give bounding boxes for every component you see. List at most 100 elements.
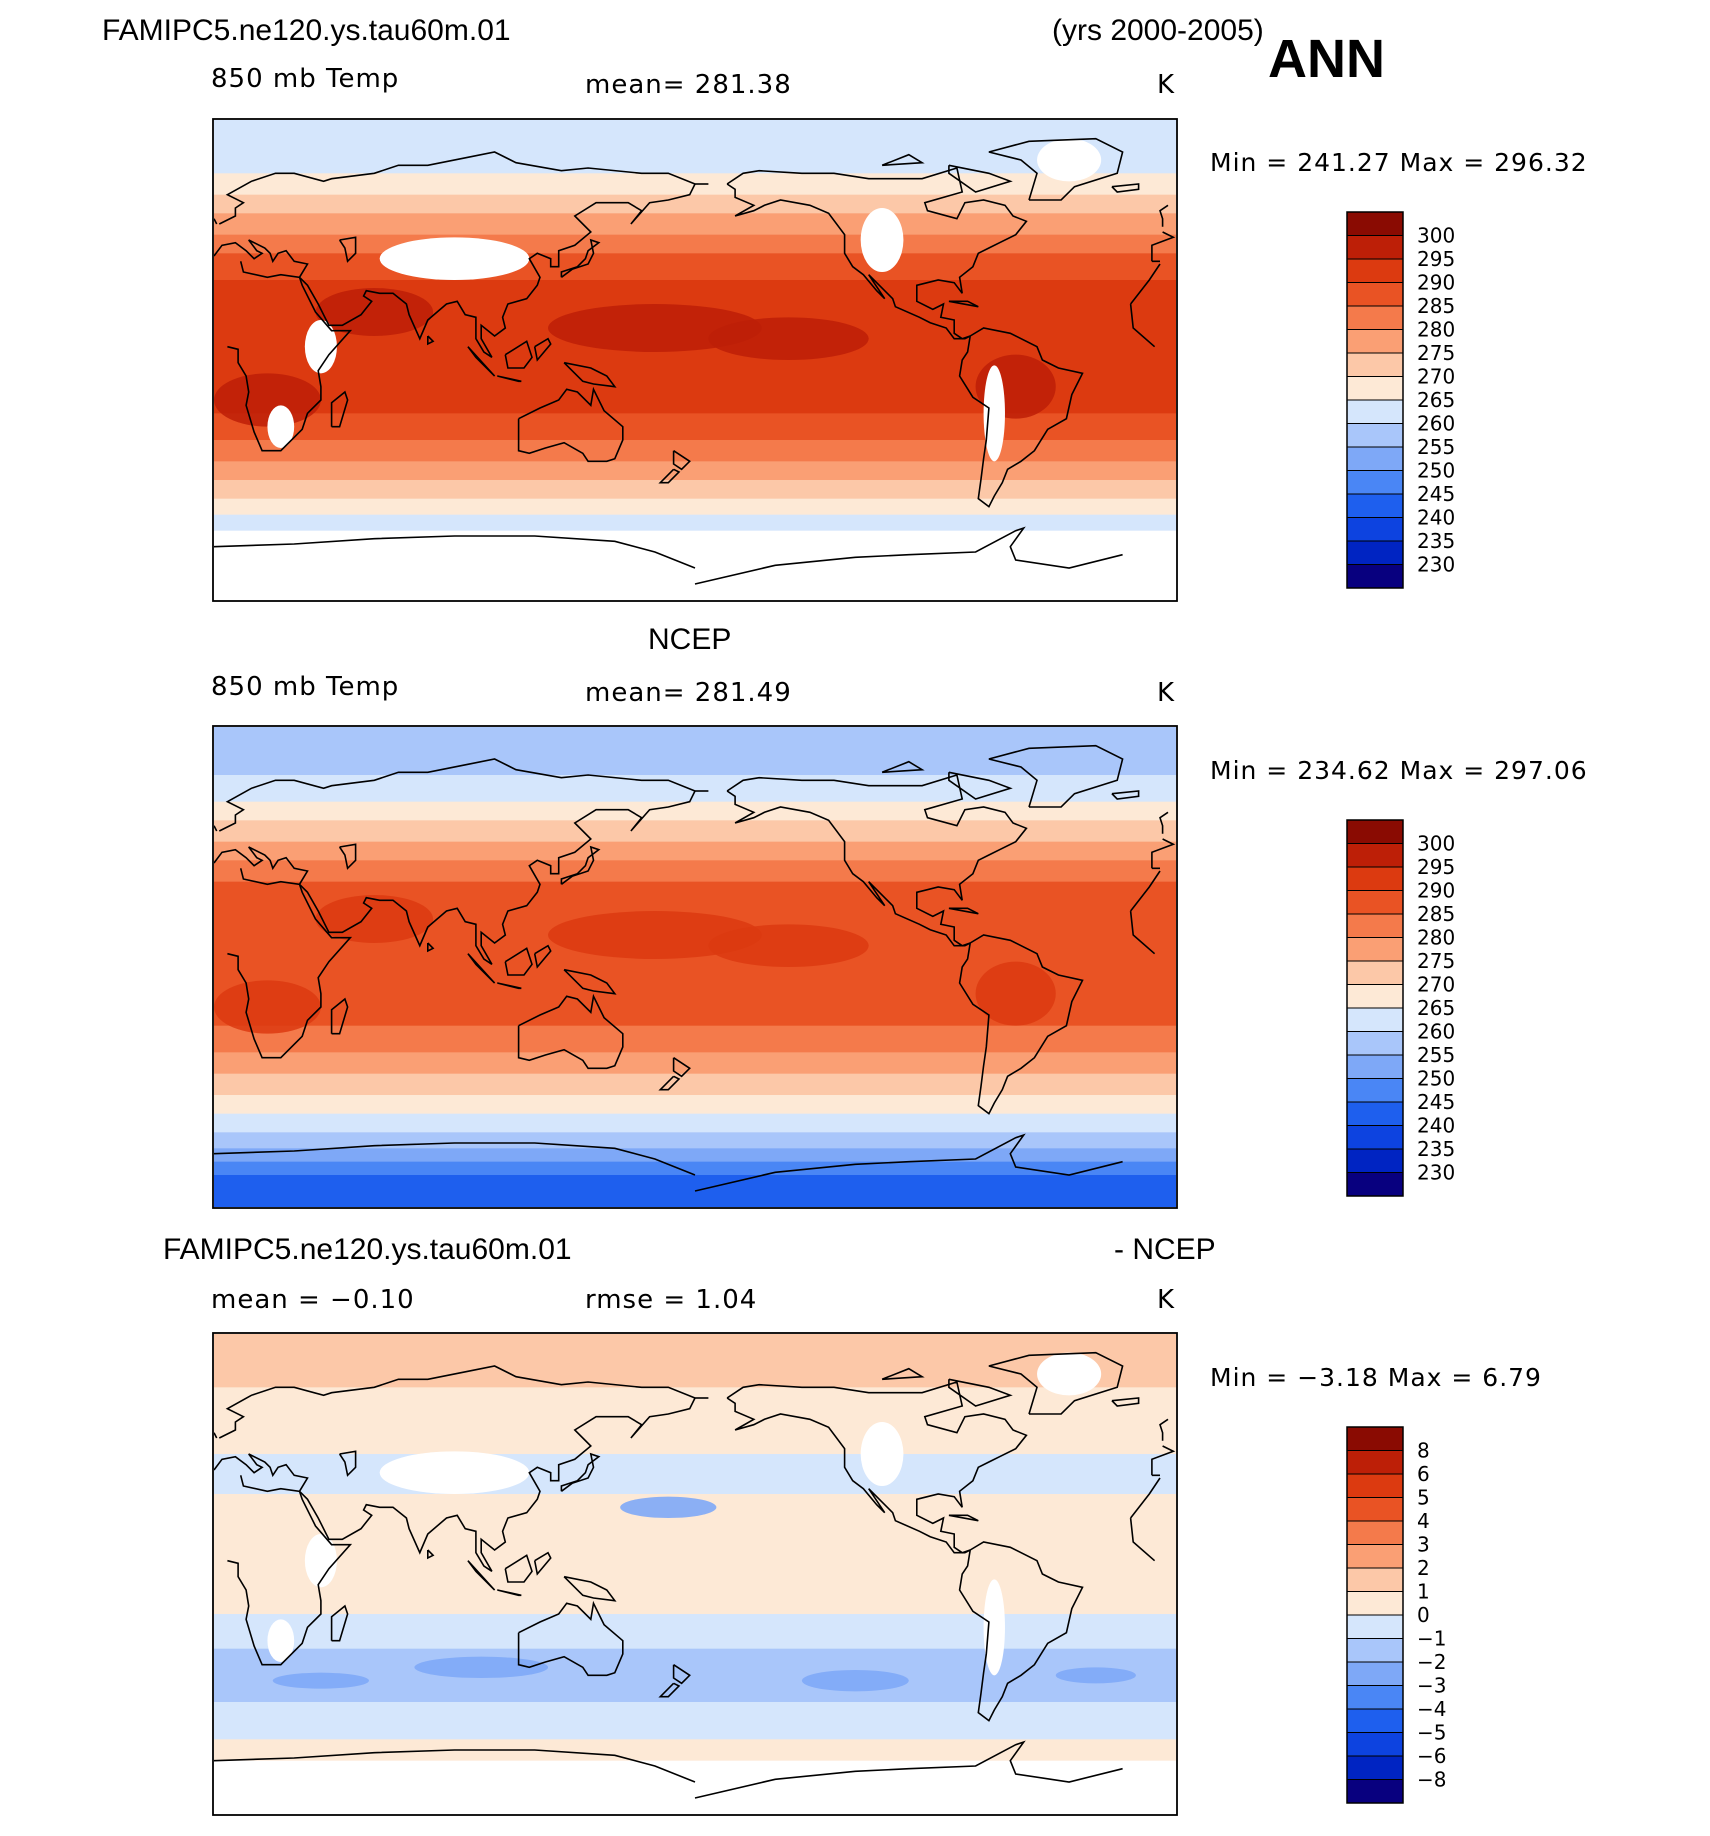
colorbar-label: −6 bbox=[1417, 1744, 1446, 1768]
map-missing-region bbox=[983, 1579, 1005, 1676]
map-frame bbox=[212, 1332, 1178, 1816]
map-missing-region bbox=[379, 237, 530, 280]
map-fill-blob bbox=[801, 1670, 909, 1692]
colorbar-label: 4 bbox=[1417, 1509, 1430, 1533]
map-fill-band bbox=[214, 1073, 1176, 1096]
coastline bbox=[214, 1397, 1160, 1572]
colorbar-label: −5 bbox=[1417, 1721, 1446, 1745]
coastline bbox=[560, 1452, 601, 1492]
colorbar-label: 5 bbox=[1417, 1486, 1430, 1510]
colorbar-label: 240 bbox=[1417, 506, 1455, 530]
colorbar-box bbox=[1346, 1591, 1404, 1616]
map-fill-band bbox=[214, 801, 1176, 821]
colorbar-label: 8 bbox=[1417, 1439, 1430, 1463]
colorbar-label: −3 bbox=[1417, 1674, 1446, 1698]
coastline bbox=[330, 997, 349, 1035]
coastline bbox=[958, 327, 1084, 508]
map-fill-band bbox=[214, 1025, 1176, 1053]
colorbar-frame bbox=[1346, 1426, 1404, 1804]
colorbar-label: 1 bbox=[1417, 1580, 1430, 1604]
map-fill-blob bbox=[708, 317, 869, 360]
panel-diff-mean: mean = −0.10 bbox=[211, 1285, 415, 1315]
map-fill-blob bbox=[214, 373, 321, 427]
coastline bbox=[948, 771, 1013, 800]
colorbar-box bbox=[1346, 470, 1404, 495]
colorbar-box bbox=[1346, 399, 1404, 424]
coastline bbox=[497, 375, 522, 383]
coastline bbox=[214, 811, 1169, 834]
coastline bbox=[563, 1575, 617, 1602]
colorbar-label: 265 bbox=[1417, 996, 1455, 1020]
coastline bbox=[560, 238, 601, 278]
map-fill-band bbox=[214, 514, 1176, 532]
coastline bbox=[1111, 183, 1140, 193]
coastline bbox=[504, 947, 533, 976]
colorbar-label: 260 bbox=[1417, 412, 1455, 436]
colorbar-label: 0 bbox=[1417, 1603, 1430, 1627]
colorbar-box bbox=[1346, 1125, 1404, 1150]
coastline bbox=[726, 1380, 1028, 1554]
colorbar-box bbox=[1346, 984, 1404, 1009]
coastline bbox=[227, 868, 1161, 1059]
coastline bbox=[214, 1740, 1123, 1799]
colorbar-label: 245 bbox=[1417, 482, 1455, 506]
map-fill-band bbox=[214, 1113, 1176, 1133]
coastline bbox=[338, 1450, 357, 1477]
coastline bbox=[1111, 1397, 1140, 1407]
map-missing-region bbox=[1037, 1352, 1102, 1396]
colorbar-box bbox=[1346, 1172, 1404, 1197]
map-fill-band bbox=[214, 1095, 1176, 1115]
panel-obs-colorbar: 3002952902852802752702652602552502452402… bbox=[1346, 819, 1455, 1197]
map-missing-region bbox=[304, 320, 337, 374]
panel-obs-mean: mean= 281.49 bbox=[585, 678, 792, 708]
map-fill-band bbox=[214, 194, 1176, 214]
coastline bbox=[218, 1365, 1176, 1476]
colorbar-label: 230 bbox=[1417, 553, 1455, 577]
colorbar-label: 255 bbox=[1417, 1043, 1455, 1067]
coastline bbox=[958, 1541, 1084, 1722]
colorbar-label: 280 bbox=[1417, 926, 1455, 950]
case-name-title: FAMIPC5.ne120.ys.tau60m.01 bbox=[102, 14, 511, 47]
colorbar-label: 270 bbox=[1417, 973, 1455, 997]
colorbar-box bbox=[1346, 211, 1404, 236]
coastline bbox=[948, 300, 979, 308]
coastline bbox=[338, 236, 357, 263]
coastline bbox=[214, 204, 1169, 227]
coastline bbox=[726, 166, 1028, 340]
map-fill-band bbox=[214, 480, 1176, 500]
colorbar-box bbox=[1346, 1638, 1404, 1663]
colorbar-label: 285 bbox=[1417, 902, 1455, 926]
colorbar-box bbox=[1346, 1685, 1404, 1710]
panel-model-map bbox=[212, 118, 1178, 602]
colorbar-label: 250 bbox=[1417, 459, 1455, 483]
colorbar-label: 6 bbox=[1417, 1462, 1430, 1486]
coastline bbox=[214, 526, 1123, 585]
season-label: ANN bbox=[1268, 29, 1385, 89]
map-fill-band bbox=[214, 1161, 1176, 1176]
map-missing-region bbox=[1037, 138, 1102, 182]
coastline bbox=[948, 1514, 979, 1522]
map-frame bbox=[212, 118, 1178, 602]
colorbar-box bbox=[1346, 1031, 1404, 1056]
coastline bbox=[533, 944, 552, 969]
map-missing-region bbox=[983, 365, 1005, 462]
colorbar-label: 275 bbox=[1417, 341, 1455, 365]
colorbar-label: 295 bbox=[1417, 247, 1455, 271]
coastline bbox=[948, 907, 979, 915]
colorbar-label: 235 bbox=[1417, 1137, 1455, 1161]
map-missing-region bbox=[860, 208, 904, 272]
coastline bbox=[560, 845, 601, 885]
coastline bbox=[214, 790, 1160, 965]
coastline bbox=[427, 942, 435, 953]
coastline bbox=[497, 982, 522, 990]
colorbar-box bbox=[1346, 1661, 1404, 1686]
panel-diff-title-left: FAMIPC5.ne120.ys.tau60m.01 bbox=[163, 1233, 572, 1266]
colorbar-label: −1 bbox=[1417, 1627, 1446, 1651]
map-fill-blob bbox=[414, 1656, 549, 1678]
map-fill-band bbox=[214, 1052, 1176, 1075]
colorbar-box bbox=[1346, 843, 1404, 868]
panel-diff-title-right: - NCEP bbox=[1114, 1233, 1216, 1266]
colorbar-box bbox=[1346, 890, 1404, 915]
map-fill-band bbox=[214, 120, 1176, 174]
panel-model-variable: 850 mb Temp bbox=[211, 64, 400, 94]
